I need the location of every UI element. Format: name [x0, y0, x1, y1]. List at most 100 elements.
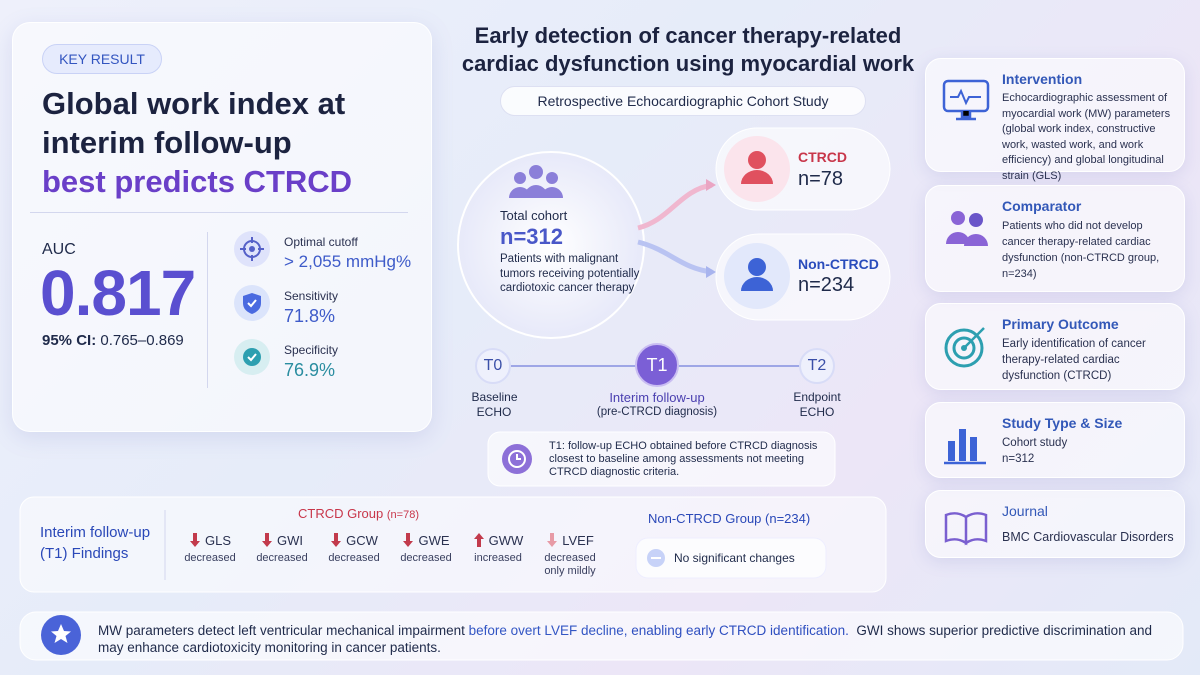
param-name: LVEF [562, 533, 594, 548]
group-n: n=234 [798, 274, 855, 296]
target-icon [944, 327, 985, 368]
pico-text: Echocardiographic assessment of myocardi… [1002, 92, 1171, 182]
auc-value: 0.817 [40, 257, 196, 329]
title: Early detection of cancer therapy-relate… [458, 22, 918, 78]
headline: Global work index at interim follow-up b… [42, 84, 352, 201]
conclusion-text: GWI shows superior predictive discrimina… [98, 623, 1156, 655]
pico-title: Intervention [1002, 71, 1083, 87]
target-icon [240, 237, 264, 261]
headline-line: interim follow-up [42, 125, 292, 160]
group-label: CTRCD Group [298, 506, 384, 521]
group-n: n=78 [798, 168, 844, 190]
pico-card: Comparator Patients who did not develop c… [925, 185, 1185, 292]
arrow [637, 182, 713, 231]
ci-value: 0.765–0.869 [100, 332, 184, 349]
param-change: decreased only mildly [544, 552, 596, 577]
pico-title: Study Type & Size [1002, 415, 1123, 431]
finding-param: GLS decreased [174, 532, 246, 565]
pico-title: Journal [1002, 503, 1048, 519]
param-change: decreased [256, 552, 308, 564]
param-row: LVEF [534, 532, 606, 548]
person-icon [741, 277, 773, 291]
cohort-description: Patients with malignant tumors receiving… [500, 253, 640, 294]
pico-text: Early identification of cancer therapy-r… [1002, 338, 1146, 382]
check-icon [243, 348, 261, 366]
people-icon [946, 211, 988, 246]
conclusion-highlight: before overt LVEF decline, [468, 623, 628, 638]
book-icon [944, 512, 988, 546]
label-text: Interim follow-up [609, 390, 705, 405]
timepoint: T0 [475, 348, 511, 384]
bar-icon [944, 429, 986, 465]
up-arrow [473, 533, 484, 547]
title-line: Early detection of cancer therapy-relate… [474, 23, 902, 48]
findings-title: Interim follow-up (T1) Findings [40, 524, 151, 562]
group-name: Non-CTRCD [798, 256, 879, 272]
person-icon [748, 258, 766, 276]
ci: 95% CI: 0.765–0.869 [42, 332, 184, 349]
pico-card: Primary Outcome Early identification of c… [925, 303, 1185, 390]
down-arrow [262, 533, 272, 547]
pico-title: Comparator [1002, 198, 1082, 214]
down-arrow [189, 533, 200, 547]
param-row: GWI [246, 532, 318, 548]
pico-text: Patients who did not develop cancer ther… [1002, 220, 1160, 280]
person-icon [741, 170, 773, 184]
key-result-card [12, 22, 432, 432]
divider [30, 212, 408, 213]
monitor-icon [942, 79, 990, 121]
ctrcd-group-header: CTRCD Group (n=78) [298, 506, 419, 521]
headline-highlight: best predicts CTRCD [42, 164, 353, 199]
auc-label: AUC [42, 241, 76, 258]
param-row: GWE [390, 532, 462, 548]
no-change-pill [635, 537, 827, 579]
param-change: decreased [184, 552, 236, 564]
title-line: cardiac dysfunction using myocardial wor… [461, 51, 915, 76]
finding-param: GCW decreased [318, 532, 390, 565]
timeline-note: T1: follow-up ECHO obtained before CTRCD… [549, 440, 818, 478]
metric-label: Optimal cutoff [284, 235, 358, 249]
param-name: GLS [204, 533, 231, 548]
finding-param: GWE decreased [390, 532, 462, 565]
cohort-label: Total cohort [500, 208, 568, 223]
group-n: (n=78) [386, 509, 419, 521]
down-arrow [331, 533, 342, 547]
metric-value: 71.8% [284, 306, 336, 326]
conclusion: MW parameters detect left ventricular me… [98, 622, 1158, 656]
timepoint-label: Interim follow-up (pre-CTRCD diagnosis) [587, 390, 727, 420]
param-name: GCW [346, 533, 378, 548]
arrow-head [706, 266, 716, 278]
pico-text: Cohort study n=312 [1002, 437, 1068, 465]
timepoint: T2 [799, 348, 835, 384]
group-icon [509, 165, 563, 198]
pico-card: Study Type & Size Cohort study n=312 [925, 402, 1185, 478]
cutoff-icon [234, 231, 270, 267]
arrow [637, 239, 713, 275]
metric-label: Sensitivity [284, 289, 339, 303]
pico-card: Intervention Echocardiographic assessment… [925, 58, 1185, 182]
person-icon [748, 151, 766, 169]
metric-value: > 2,055 mmHg% [284, 252, 412, 271]
pico-card: Journal BMC Cardiovascular Disorders [925, 490, 1185, 558]
metric-value: 76.9% [284, 360, 336, 380]
shield-icon [243, 293, 261, 314]
param-row: GWW [462, 532, 534, 548]
param-change: increased [474, 552, 522, 564]
down-arrow [403, 533, 414, 547]
subtitle: Retrospective Echocardiographic Cohort S… [500, 86, 866, 116]
pico-text: BMC Cardiovascular Disorders [1002, 530, 1174, 544]
param-row: GCW [318, 532, 390, 548]
param-change: decreased [400, 552, 452, 564]
metric-label: Specificity [284, 343, 339, 357]
param-name: GWE [418, 533, 450, 548]
down-arrow [547, 533, 558, 547]
finding-param: GWW increased [462, 532, 534, 565]
timepoint-label: Baseline ECHO [434, 390, 554, 420]
headline-line: Global work index at [42, 86, 346, 121]
timepoint: T1 [635, 343, 679, 387]
conclusion-highlight: enabling early CTRCD identification. [631, 623, 849, 638]
label-text: Endpoint ECHO [793, 390, 841, 419]
param-name: GWI [277, 533, 303, 548]
cohort-n: n=312 [500, 224, 563, 249]
